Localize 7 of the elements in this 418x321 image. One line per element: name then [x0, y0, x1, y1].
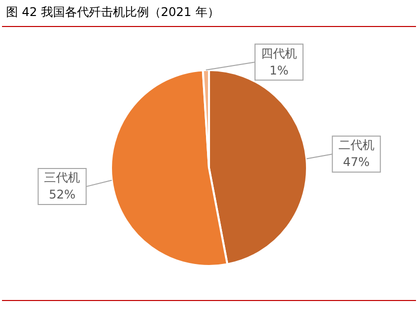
- chart-title: 图 42 我国各代歼击机比例（2021 年）: [6, 4, 220, 21]
- data-label: 52%: [48, 188, 76, 202]
- slice-label: 二代机: [338, 138, 374, 152]
- slice-label: 三代机: [44, 170, 80, 185]
- slice-label: 四代机: [261, 46, 297, 60]
- data-label: 1%: [269, 63, 289, 78]
- data-label: 47%: [343, 155, 370, 170]
